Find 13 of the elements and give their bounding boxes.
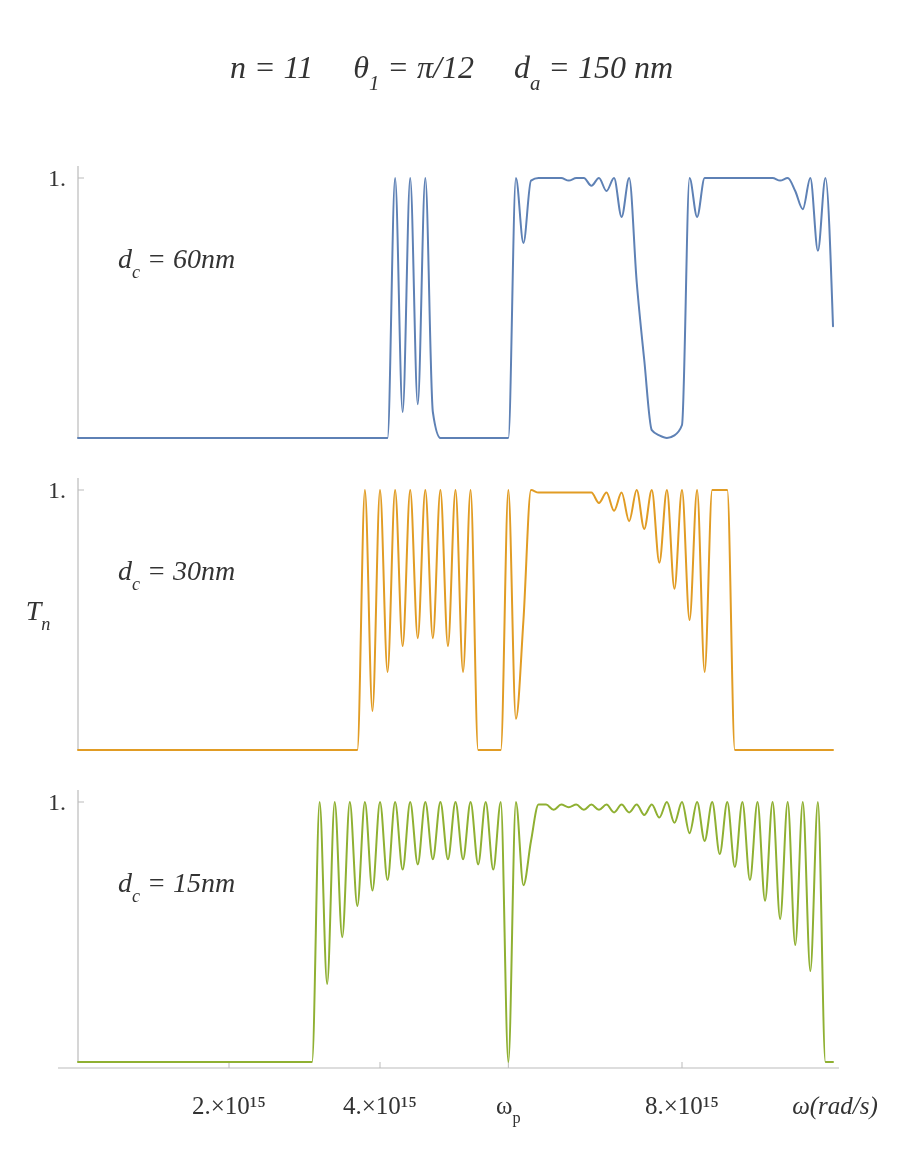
- text: 1.: [48, 789, 66, 815]
- x-tick-label: ω$_{p}$: [496, 1092, 521, 1127]
- y-axis-title: T$_{n}$: [25, 595, 51, 634]
- x-axis-title: ω(rad/s): [792, 1092, 878, 1120]
- x-tick-label: 2.×10¹⁵: [191, 1092, 267, 1119]
- annotation: d$_{c}$ = 30nm: [118, 555, 236, 594]
- text: 1.: [48, 477, 66, 503]
- x-tick-label: 4.×10¹⁵: [342, 1092, 418, 1119]
- annotation: d$_{c}$ = 15nm: [118, 867, 236, 906]
- text: 1.: [48, 165, 66, 191]
- x-tick-label: 8.×10¹⁵: [644, 1092, 720, 1119]
- annotation: d$_{c}$ = 60nm: [118, 243, 236, 282]
- chart-title: n = 11 θ$_{1}$ = π/12 d$_{a}$ = 150 nm: [230, 49, 673, 94]
